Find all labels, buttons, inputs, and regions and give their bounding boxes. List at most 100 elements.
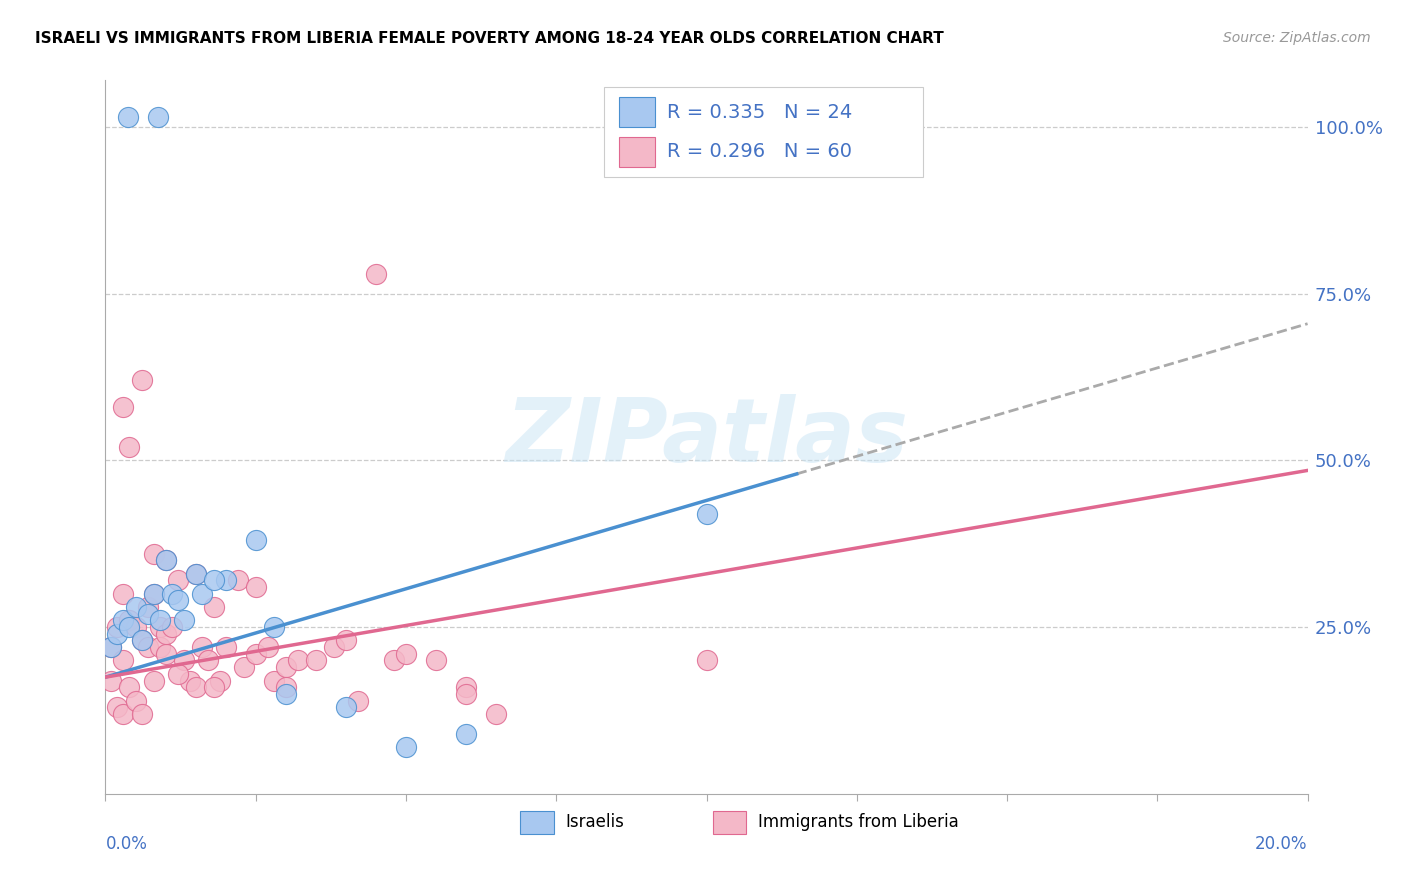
- Point: [485, 706, 508, 721]
- Point: [131, 633, 153, 648]
- Text: Immigrants from Liberia: Immigrants from Liberia: [758, 814, 959, 831]
- Point: [305, 653, 328, 667]
- Point: [202, 600, 225, 615]
- Point: [395, 740, 418, 755]
- Point: [148, 620, 170, 634]
- FancyBboxPatch shape: [619, 136, 655, 167]
- Text: R = 0.335   N = 24: R = 0.335 N = 24: [666, 103, 852, 122]
- FancyBboxPatch shape: [605, 87, 922, 177]
- Point: [197, 653, 219, 667]
- Point: [425, 653, 447, 667]
- Point: [173, 653, 195, 667]
- Text: ISRAELI VS IMMIGRANTS FROM LIBERIA FEMALE POVERTY AMONG 18-24 YEAR OLDS CORRELAT: ISRAELI VS IMMIGRANTS FROM LIBERIA FEMAL…: [35, 31, 943, 46]
- Point: [142, 673, 165, 688]
- Point: [124, 600, 146, 615]
- Point: [118, 614, 141, 628]
- Point: [364, 267, 387, 281]
- Point: [263, 673, 285, 688]
- Point: [107, 620, 129, 634]
- Point: [107, 700, 129, 714]
- Point: [208, 673, 231, 688]
- Point: [245, 580, 267, 594]
- Point: [696, 653, 718, 667]
- Point: [454, 687, 477, 701]
- Point: [245, 647, 267, 661]
- Point: [118, 680, 141, 694]
- Point: [136, 640, 159, 655]
- Point: [263, 620, 285, 634]
- Text: R = 0.296   N = 60: R = 0.296 N = 60: [666, 142, 852, 161]
- Text: ZIPatlas: ZIPatlas: [505, 393, 908, 481]
- Point: [155, 553, 177, 567]
- Point: [173, 614, 195, 628]
- Point: [454, 727, 477, 741]
- Text: 20.0%: 20.0%: [1256, 835, 1308, 854]
- Point: [142, 547, 165, 561]
- Point: [245, 533, 267, 548]
- Point: [214, 640, 236, 655]
- Point: [274, 680, 297, 694]
- Point: [107, 627, 129, 641]
- Point: [155, 553, 177, 567]
- Point: [322, 640, 344, 655]
- Point: [382, 653, 405, 667]
- Point: [202, 680, 225, 694]
- Point: [190, 640, 212, 655]
- Point: [190, 587, 212, 601]
- Point: [131, 706, 153, 721]
- Point: [214, 574, 236, 588]
- Point: [112, 587, 135, 601]
- Point: [124, 620, 146, 634]
- Point: [148, 110, 170, 124]
- Point: [696, 507, 718, 521]
- Point: [274, 660, 297, 674]
- Point: [142, 587, 165, 601]
- Point: [100, 673, 122, 688]
- Point: [118, 620, 141, 634]
- Point: [226, 574, 249, 588]
- Point: [117, 110, 139, 124]
- Point: [184, 566, 207, 581]
- Text: 0.0%: 0.0%: [105, 835, 148, 854]
- Point: [124, 693, 146, 707]
- Point: [256, 640, 278, 655]
- Point: [160, 587, 183, 601]
- Point: [118, 440, 141, 454]
- Point: [274, 687, 297, 701]
- Point: [136, 600, 159, 615]
- Point: [287, 653, 309, 667]
- Point: [184, 680, 207, 694]
- FancyBboxPatch shape: [520, 811, 554, 834]
- Point: [184, 566, 207, 581]
- Point: [131, 633, 153, 648]
- Point: [179, 673, 201, 688]
- Point: [100, 640, 122, 655]
- Point: [155, 647, 177, 661]
- Point: [131, 373, 153, 387]
- Point: [142, 587, 165, 601]
- Point: [202, 574, 225, 588]
- FancyBboxPatch shape: [713, 811, 747, 834]
- Point: [166, 666, 188, 681]
- Point: [100, 640, 122, 655]
- Point: [160, 620, 183, 634]
- Point: [166, 593, 188, 607]
- Point: [335, 700, 357, 714]
- Text: Israelis: Israelis: [565, 814, 624, 831]
- Point: [148, 640, 170, 655]
- Point: [454, 680, 477, 694]
- Point: [155, 627, 177, 641]
- Text: Source: ZipAtlas.com: Source: ZipAtlas.com: [1223, 31, 1371, 45]
- Point: [148, 614, 170, 628]
- Point: [395, 647, 418, 661]
- Point: [112, 400, 135, 414]
- Point: [166, 574, 188, 588]
- Point: [347, 693, 370, 707]
- Point: [112, 653, 135, 667]
- Point: [136, 607, 159, 621]
- Point: [232, 660, 254, 674]
- Point: [112, 706, 135, 721]
- Point: [335, 633, 357, 648]
- FancyBboxPatch shape: [619, 97, 655, 128]
- Point: [112, 614, 135, 628]
